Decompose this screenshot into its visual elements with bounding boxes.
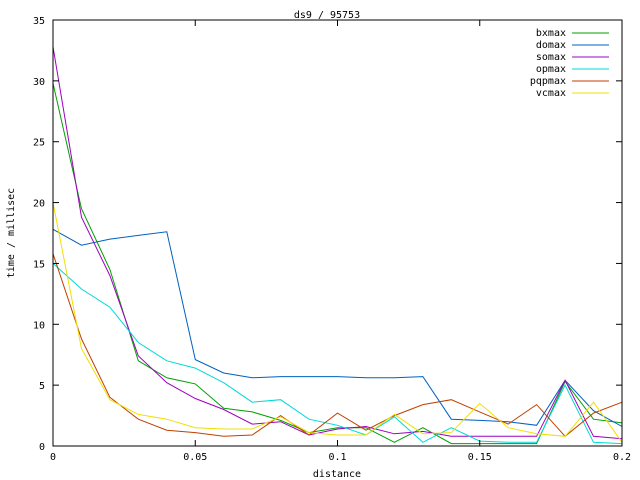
legend-label: somax <box>536 52 566 63</box>
y-tick-label: 20 <box>33 199 45 210</box>
series-line-opmax <box>52 263 623 445</box>
y-tick-label: 35 <box>33 16 45 27</box>
x-tick-label: 0.05 <box>183 452 207 463</box>
y-tick-label: 0 <box>39 442 45 453</box>
y-tick-label: 25 <box>33 138 45 149</box>
legend-label: pqpmax <box>530 76 566 87</box>
x-axis-label: distance <box>313 469 361 480</box>
legend-label: bxmax <box>536 28 566 39</box>
x-tick-label: 0.15 <box>468 452 492 463</box>
y-tick-label: 15 <box>33 259 45 270</box>
x-tick-label: 0 <box>50 452 56 463</box>
y-tick-label: 5 <box>39 381 45 392</box>
chart-title: ds9 / 95753 <box>294 10 360 21</box>
series-line-pqpmax <box>52 253 623 437</box>
x-tick-label: 0.2 <box>613 452 631 463</box>
series-line-vcmax <box>52 202 623 443</box>
x-tick-label: 0.1 <box>328 452 346 463</box>
y-tick-label: 10 <box>33 320 45 331</box>
series-layer <box>52 46 623 445</box>
series-line-domax <box>52 228 623 427</box>
legend-label: vcmax <box>536 88 566 99</box>
legend-label: domax <box>536 40 566 51</box>
y-axis-label: time / millisec <box>6 188 17 278</box>
y-tick-label: 30 <box>33 77 45 88</box>
legend-label: opmax <box>536 64 566 75</box>
series-line-somax <box>52 46 623 440</box>
tick-layer: 0 0.05 0.1 0.15 0.2 0 5 10 15 20 25 30 35 <box>33 16 631 463</box>
series-line-bxmax <box>52 83 623 445</box>
